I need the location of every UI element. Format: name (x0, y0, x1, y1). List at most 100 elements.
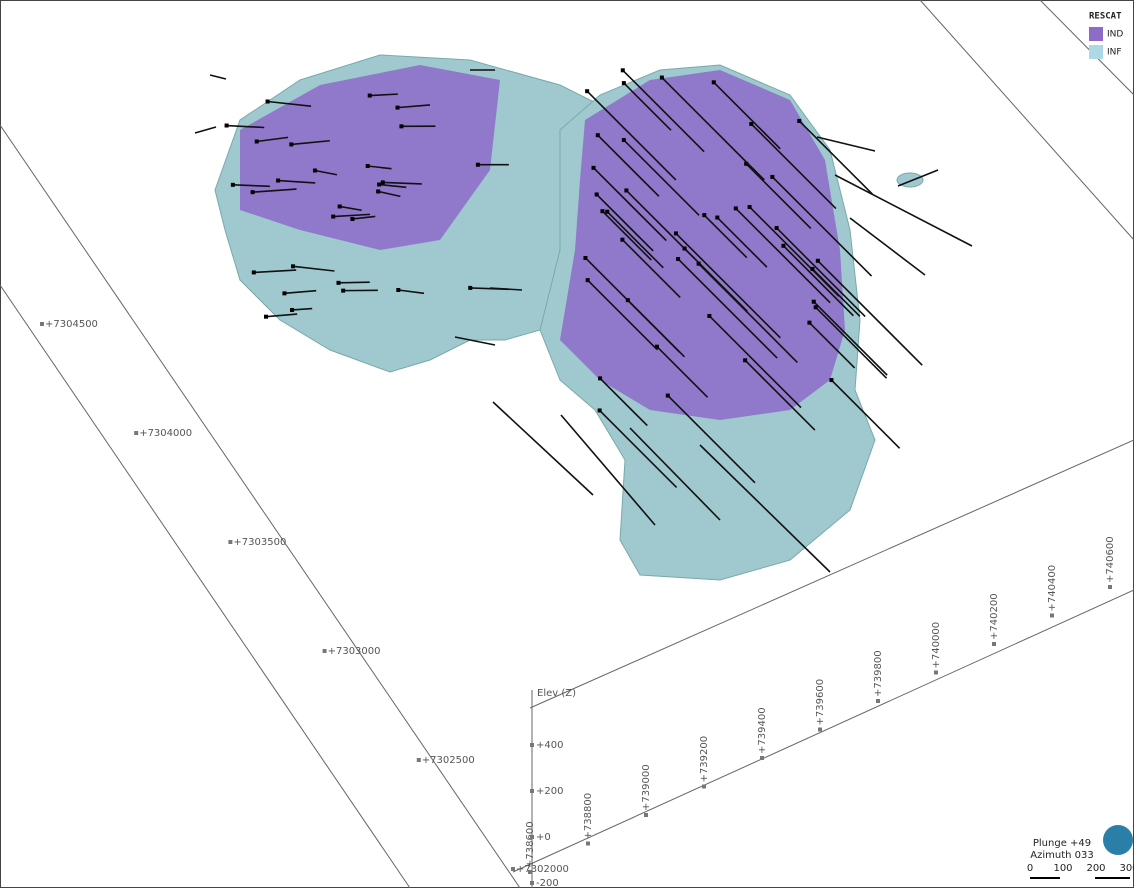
elev-title: Elev (Z) (537, 688, 576, 699)
tick (992, 642, 996, 646)
collar (377, 182, 382, 187)
collar (290, 264, 295, 269)
drill-hole (592, 167, 667, 242)
collar (312, 168, 317, 173)
drill-hole (194, 126, 217, 134)
easting-label: +739200 (699, 736, 710, 783)
drill-hole (209, 74, 227, 80)
tick (644, 813, 648, 817)
collar (251, 270, 256, 275)
scale-label: 100 (1053, 863, 1072, 874)
drill-hole (667, 395, 756, 484)
drill-hole (278, 179, 316, 184)
drill-hole (265, 313, 298, 318)
tick (322, 649, 327, 653)
tick (818, 727, 822, 732)
collar (290, 307, 295, 312)
drill-hole (597, 134, 660, 197)
tick (40, 322, 44, 326)
drill-hole (333, 213, 371, 218)
collar (733, 206, 738, 211)
collar (600, 209, 605, 214)
tick (760, 756, 764, 760)
legend-title: RESCAT (1089, 12, 1122, 22)
grid-edge (1039, 0, 1134, 96)
collar (475, 162, 480, 167)
elev-label: -200 (536, 878, 559, 888)
collar (341, 288, 346, 293)
collar (744, 161, 749, 166)
drill-hole (352, 215, 376, 220)
drill-hole (601, 210, 652, 261)
easting-label: +740200 (989, 593, 1000, 640)
collar (597, 408, 602, 413)
collar (673, 231, 678, 236)
drill-hole (703, 214, 748, 259)
tick (134, 431, 139, 435)
drill-holes (194, 68, 973, 573)
northing-label: +7303500 (233, 537, 286, 548)
scale-label: 0 (1027, 863, 1033, 874)
easting-label: +738800 (583, 793, 594, 840)
collar (365, 163, 370, 168)
tick (1108, 585, 1112, 589)
northing-label: +7302500 (422, 755, 475, 766)
collar (289, 142, 294, 147)
collar (624, 188, 629, 193)
drill-hole (661, 76, 765, 181)
drill-hole (587, 279, 658, 351)
tick (528, 870, 532, 874)
azimuth: Azimuth 033 (1030, 850, 1093, 861)
drill-hole (379, 183, 407, 189)
collar (350, 216, 355, 221)
collar (230, 182, 235, 187)
drill-hole (808, 322, 856, 369)
drill-hole (817, 260, 923, 366)
collar (810, 266, 815, 271)
drill-hole (367, 165, 392, 170)
drill-hole (596, 193, 654, 252)
collar (682, 246, 687, 251)
northing-label: +7304500 (45, 319, 98, 330)
drill-hole (716, 216, 768, 268)
drill-hole (713, 81, 781, 150)
collar (254, 139, 259, 144)
drill-hole (776, 227, 866, 318)
easting-label: +740400 (1047, 565, 1058, 612)
grid-edge (919, 0, 1134, 241)
grid-edge (0, 124, 521, 888)
drill-hole (816, 136, 876, 152)
tick (416, 758, 421, 762)
collar (224, 123, 229, 128)
collar (715, 215, 720, 220)
drill-hole (834, 174, 973, 247)
drill-hole (656, 346, 709, 398)
drill-hole (291, 307, 313, 311)
collar (598, 376, 603, 381)
drill-hole (897, 169, 939, 187)
collar (276, 178, 281, 183)
grid-edge (512, 589, 1134, 873)
collar (605, 209, 610, 214)
drill-hole (284, 289, 317, 295)
collar (749, 121, 754, 126)
collar (265, 99, 270, 104)
drill-hole (338, 281, 370, 284)
collar (395, 105, 400, 110)
drill-hole (256, 136, 289, 143)
drill-hole (744, 359, 816, 431)
scale-label: 200 (1086, 863, 1105, 874)
drill-hole (629, 427, 721, 521)
elev-label: +400 (536, 740, 563, 751)
tick (530, 835, 534, 839)
northing-label: +7302000 (516, 864, 569, 875)
collar (621, 81, 626, 86)
collar (337, 204, 342, 209)
collar (585, 278, 590, 283)
drill-hole (369, 93, 398, 97)
collar (747, 204, 752, 209)
drill-hole (623, 82, 672, 131)
collar (591, 165, 596, 170)
tick (228, 540, 233, 544)
